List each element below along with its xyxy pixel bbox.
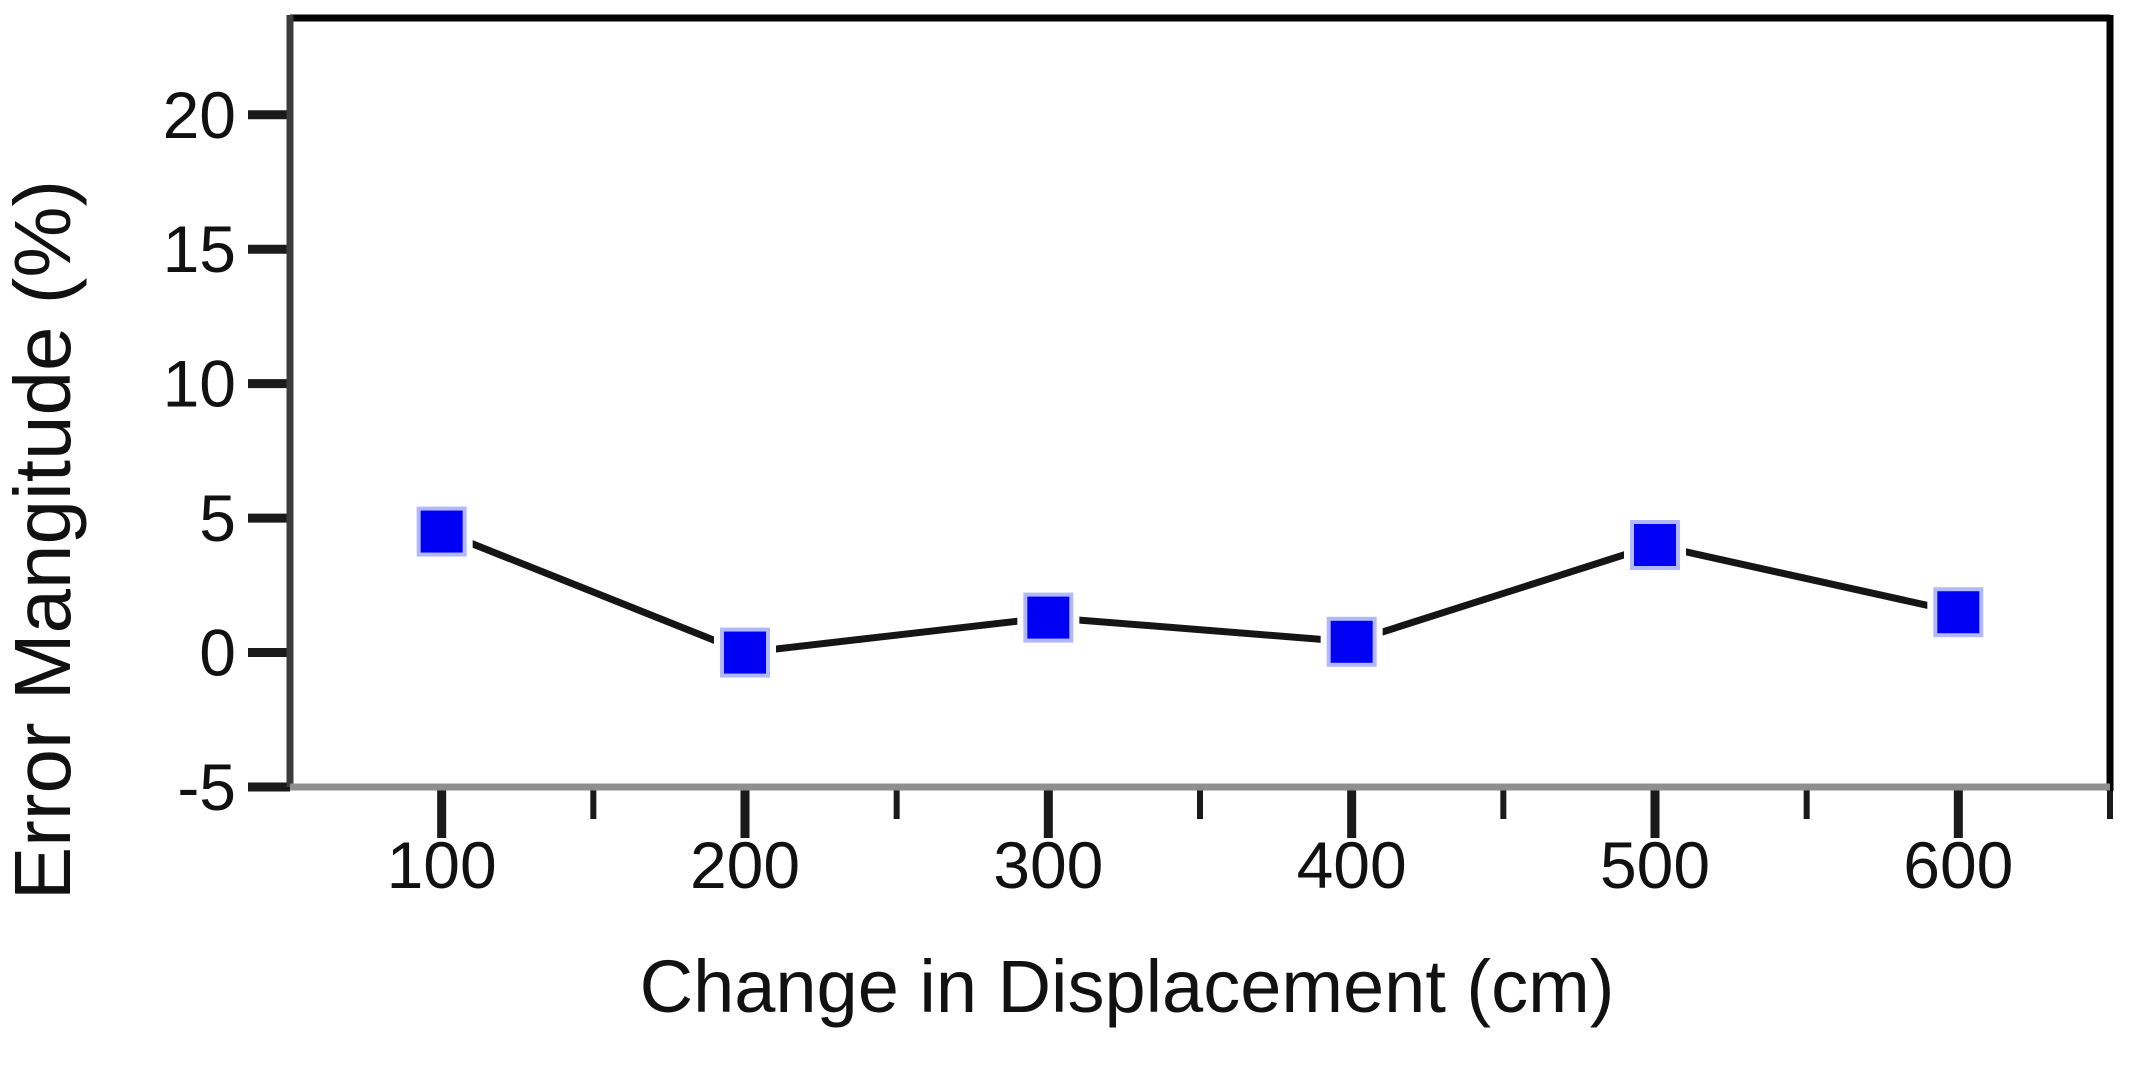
- data-point-marker: [416, 506, 467, 557]
- data-point-marker: [1023, 592, 1074, 643]
- x-tick-label: 100: [387, 828, 497, 902]
- x-axis-title: Change in Displacement (cm): [640, 945, 1615, 1028]
- data-point-marker: [1630, 520, 1680, 571]
- y-tick-label: 15: [163, 212, 236, 286]
- x-tick-label: 600: [1903, 828, 2013, 902]
- data-point-marker: [1933, 587, 1984, 638]
- y-tick-label: 5: [199, 481, 236, 555]
- plot-frame: [286, 14, 2114, 791]
- x-tick-label: 400: [1297, 828, 1407, 902]
- y-tick-label: 10: [163, 347, 236, 421]
- y-tick-label: 0: [199, 616, 236, 690]
- axis-ticks: 100 200 300 400 500 600 -5 0 5 10 15 20: [163, 78, 2113, 902]
- data-series: [410, 500, 1990, 684]
- y-tick-label: -5: [177, 750, 236, 824]
- y-tick-label: 20: [163, 78, 236, 152]
- x-tick-label: 500: [1600, 828, 1710, 902]
- data-point-marker: [720, 627, 770, 678]
- x-tick-label: 200: [690, 828, 800, 902]
- x-tick-label: 300: [993, 828, 1103, 902]
- data-point-marker: [1326, 616, 1377, 667]
- y-axis-title: Error Mangitude (%): [0, 180, 87, 900]
- series-line: [440, 528, 1960, 657]
